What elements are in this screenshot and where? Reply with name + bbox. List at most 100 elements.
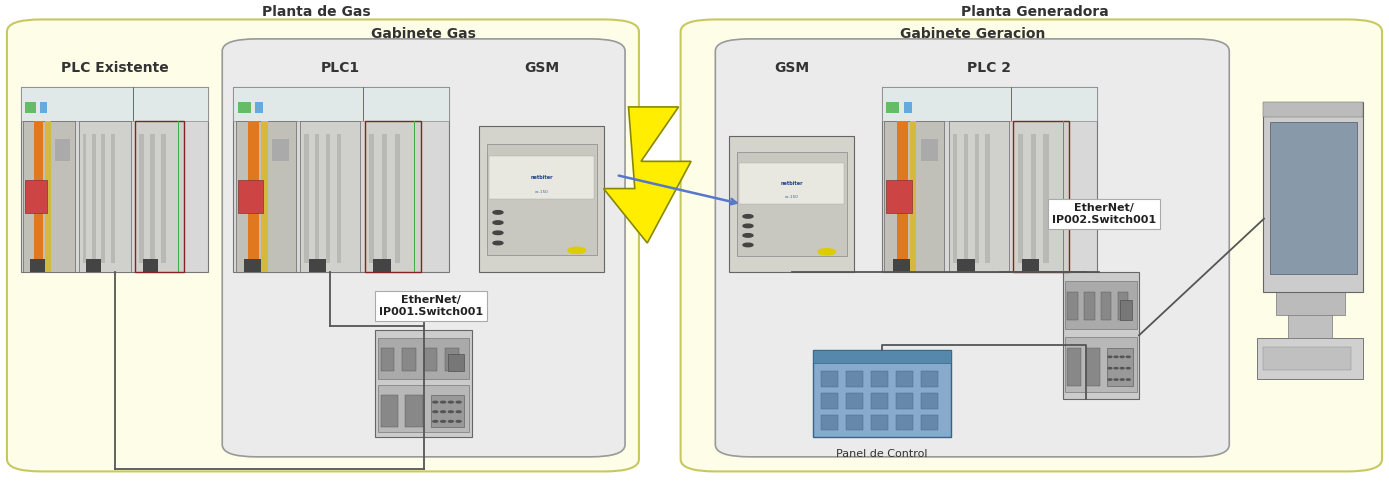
Text: netbiter: netbiter: [781, 181, 803, 186]
Bar: [161, 134, 167, 263]
Bar: [238, 180, 264, 213]
Text: EtherNet/
IP002.Switch001: EtherNet/ IP002.Switch001: [1053, 203, 1156, 225]
Bar: [821, 415, 838, 431]
Bar: [1065, 337, 1136, 392]
Bar: [111, 134, 114, 263]
Bar: [882, 87, 1097, 121]
Circle shape: [1114, 367, 1118, 369]
Circle shape: [433, 411, 438, 413]
Bar: [432, 395, 464, 427]
Bar: [54, 139, 69, 161]
Bar: [1014, 121, 1070, 272]
Bar: [985, 134, 989, 263]
Bar: [846, 415, 863, 431]
Bar: [821, 371, 838, 387]
Text: EtherNet/
IP001.Switch001: EtherNet/ IP001.Switch001: [379, 295, 482, 317]
FancyBboxPatch shape: [681, 19, 1382, 471]
Circle shape: [1108, 379, 1111, 380]
Bar: [975, 134, 979, 263]
Bar: [444, 347, 458, 371]
Bar: [1288, 309, 1332, 338]
Bar: [308, 259, 326, 272]
Bar: [374, 259, 390, 272]
Circle shape: [456, 401, 461, 403]
Polygon shape: [603, 107, 692, 243]
Text: GSM: GSM: [774, 61, 810, 75]
Bar: [22, 121, 75, 272]
Bar: [1065, 281, 1136, 329]
Text: PLC1: PLC1: [321, 61, 360, 75]
Bar: [150, 134, 156, 263]
Text: Planta Generadora: Planta Generadora: [961, 5, 1108, 19]
Bar: [846, 371, 863, 387]
Bar: [403, 347, 415, 371]
Bar: [1043, 134, 1049, 263]
Circle shape: [493, 231, 503, 235]
Bar: [1022, 259, 1039, 272]
Circle shape: [449, 420, 453, 422]
Circle shape: [440, 411, 446, 413]
Bar: [871, 393, 888, 409]
Circle shape: [493, 210, 503, 214]
Bar: [92, 134, 96, 263]
Bar: [1067, 348, 1081, 386]
Bar: [1275, 292, 1345, 315]
Bar: [896, 371, 913, 387]
Circle shape: [1121, 379, 1124, 380]
Bar: [79, 121, 132, 272]
Bar: [910, 121, 917, 272]
Bar: [25, 102, 36, 113]
Text: ec.150: ec.150: [535, 190, 549, 194]
Bar: [336, 134, 342, 263]
Circle shape: [1108, 367, 1111, 369]
Bar: [39, 102, 47, 113]
Bar: [486, 144, 597, 255]
Bar: [964, 134, 968, 263]
Text: Gabinete Geracion: Gabinete Geracion: [900, 27, 1045, 41]
Circle shape: [449, 401, 453, 403]
Bar: [304, 134, 308, 263]
Bar: [381, 347, 394, 371]
Bar: [249, 121, 260, 272]
Bar: [1118, 293, 1128, 320]
Bar: [326, 134, 331, 263]
Circle shape: [743, 224, 753, 227]
Bar: [424, 347, 438, 371]
Bar: [378, 385, 469, 432]
Bar: [46, 121, 51, 272]
FancyBboxPatch shape: [222, 39, 625, 457]
Circle shape: [433, 401, 438, 403]
Bar: [813, 350, 951, 437]
Bar: [365, 121, 421, 272]
Bar: [921, 139, 938, 161]
Circle shape: [568, 247, 585, 253]
Bar: [233, 87, 449, 272]
Bar: [893, 259, 910, 272]
Circle shape: [493, 241, 503, 245]
Bar: [378, 338, 469, 379]
Circle shape: [493, 221, 503, 225]
Bar: [1264, 102, 1363, 117]
Bar: [896, 393, 913, 409]
Bar: [256, 102, 264, 113]
Bar: [1107, 348, 1133, 386]
Circle shape: [1108, 356, 1111, 358]
Bar: [1018, 134, 1024, 263]
Circle shape: [1126, 379, 1131, 380]
Bar: [897, 121, 908, 272]
Circle shape: [1126, 356, 1131, 358]
Bar: [236, 121, 296, 272]
Bar: [25, 180, 47, 213]
Circle shape: [818, 249, 836, 255]
Bar: [821, 393, 838, 409]
Bar: [921, 415, 938, 431]
Circle shape: [456, 411, 461, 413]
Bar: [886, 180, 913, 213]
Circle shape: [1126, 367, 1131, 369]
Bar: [143, 259, 158, 272]
Bar: [272, 139, 289, 161]
Bar: [903, 102, 913, 113]
Bar: [846, 393, 863, 409]
Bar: [729, 136, 854, 272]
Bar: [886, 102, 899, 113]
